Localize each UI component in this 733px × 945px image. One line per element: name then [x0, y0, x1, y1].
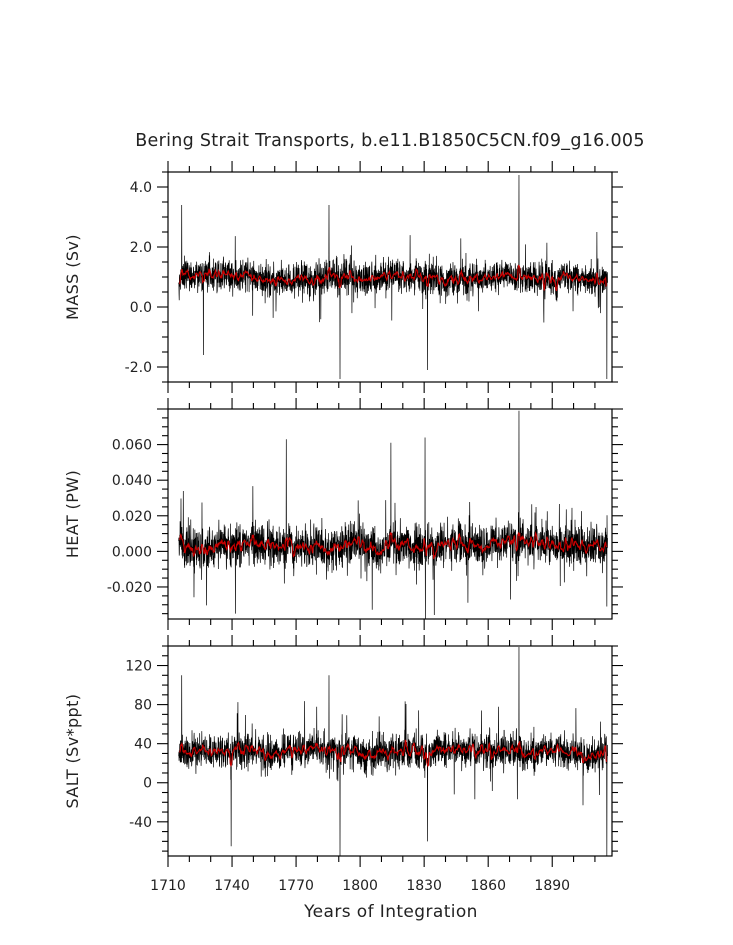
- mass-annual-series-line: [178, 174, 608, 380]
- mass-ytick-label: 2.0: [130, 240, 152, 256]
- xtick-label: 1890: [534, 878, 570, 894]
- salt-ytick-label: 40: [134, 737, 152, 753]
- x-axis-label: Years of Integration: [303, 902, 478, 922]
- heat-ytick-label: 0.000: [112, 544, 152, 560]
- salt-ytick-label: 120: [125, 659, 152, 675]
- heat-panel: -0.020 0.000 0.020 0.040 0.060 HEAT (PW): [63, 398, 623, 630]
- heat-ytick-label: 0.040: [112, 473, 152, 489]
- mass-ytick-label: -2.0: [125, 360, 152, 376]
- salt-panel: -40 0 40 80 120 SALT (Sv*ppt): [63, 635, 623, 867]
- xtick-label: 1710: [150, 878, 186, 894]
- mass-panel: -2.0 0.0 2.0 4.0 MASS (Sv): [63, 161, 623, 393]
- heat-running-mean-line: [179, 531, 608, 560]
- salt-ytick-label: -40: [129, 815, 152, 831]
- xtick-label: 1770: [278, 878, 314, 894]
- heat-ytick-label: 0.020: [112, 509, 152, 525]
- xtick-label: 1800: [342, 878, 378, 894]
- xtick-label: 1830: [406, 878, 442, 894]
- mass-ytick-label: 4.0: [130, 180, 152, 196]
- salt-plot-frame: [167, 645, 613, 857]
- xtick-label: 1740: [214, 878, 250, 894]
- mass-running-mean-line: [179, 264, 608, 292]
- chart-title: Bering Strait Transports, b.e11.B1850C5C…: [135, 131, 645, 151]
- salt-running-mean-line: [179, 739, 608, 768]
- xtick-label: 1860: [470, 878, 506, 894]
- mass-ytick-label: 0.0: [130, 300, 152, 316]
- salt-ytick-label: 0: [143, 776, 152, 792]
- salt-y-axis-label: SALT (Sv*ppt): [63, 694, 82, 809]
- mass-y-axis-label: MASS (Sv): [63, 234, 82, 320]
- salt-ytick-label: 80: [134, 698, 152, 714]
- heat-annual-series-line: [178, 410, 608, 619]
- heat-ytick-label: -0.020: [107, 580, 152, 596]
- heat-y-axis-label: HEAT (PW): [63, 470, 82, 558]
- heat-ytick-label: 0.060: [112, 438, 152, 454]
- heat-plot-frame: [167, 408, 613, 620]
